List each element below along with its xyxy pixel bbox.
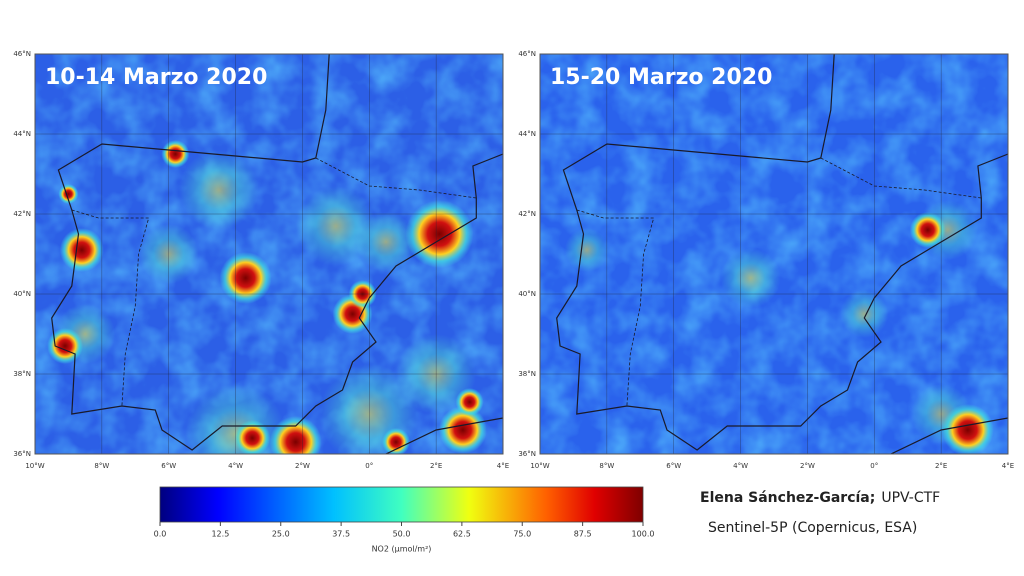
lon-label: 0° xyxy=(365,462,373,470)
panel-title: 10-14 Marzo 2020 xyxy=(45,65,267,90)
map-layer xyxy=(35,54,503,454)
colorbar-tick-label: 25.0 xyxy=(272,530,290,539)
colorbar-tick-label: 0.0 xyxy=(154,530,167,539)
colorbar-tick-label: 62.5 xyxy=(453,530,471,539)
hotspot xyxy=(269,416,322,454)
hotspot xyxy=(58,184,79,204)
border xyxy=(71,209,150,407)
map-panel: 46°N 44°N 42°N 40°N 38°N 36°N 10°W 8°W 6°W 4°W 2°W… xyxy=(13,50,509,470)
hotspot xyxy=(219,252,272,304)
lon-label: 0° xyxy=(870,462,878,470)
lon-label: 2°E xyxy=(430,462,442,470)
lat-label: 40°N xyxy=(13,290,31,298)
source: Sentinel-5P (Copernicus, ESA) xyxy=(708,520,917,536)
lat-label: 38°N xyxy=(518,370,536,378)
colorbar-tick-label: 50.0 xyxy=(393,530,411,539)
lon-label: 8°W xyxy=(599,462,614,470)
colorbar-tick-label: 100.0 xyxy=(632,530,655,539)
moderate-area xyxy=(840,290,889,338)
lat-label: 46°N xyxy=(518,50,536,58)
panel-title: 15-20 Marzo 2020 xyxy=(550,65,772,90)
lat-label: 42°N xyxy=(518,210,536,218)
lon-label: 2°W xyxy=(295,462,310,470)
credit-line: Elena Sánchez-García; UPV-CTF xyxy=(700,490,940,506)
lat-label: 38°N xyxy=(13,370,31,378)
lat-label: 42°N xyxy=(13,210,31,218)
author: Elena Sánchez-García; xyxy=(700,490,875,506)
lon-label: 4°W xyxy=(228,462,243,470)
lon-label: 10°W xyxy=(25,462,44,470)
hotspot xyxy=(59,228,104,272)
map-layer xyxy=(540,54,1008,454)
colorbar xyxy=(159,486,644,523)
lat-label: 36°N xyxy=(518,450,536,458)
lat-label: 40°N xyxy=(518,290,536,298)
coastline xyxy=(51,54,503,451)
colorbar-tick-label: 87.5 xyxy=(574,530,592,539)
border xyxy=(315,157,477,199)
lon-label: 4°E xyxy=(1002,462,1014,470)
hotspot xyxy=(455,388,484,416)
moderate-area xyxy=(564,228,609,272)
map-panel: 46°N 44°N 42°N 40°N 38°N 36°N 10°W 8°W 6°W 4°W 2°W… xyxy=(518,50,1014,470)
lon-label: 6°W xyxy=(161,462,176,470)
hotspot xyxy=(941,404,994,454)
moderate-area xyxy=(178,150,259,230)
coastline xyxy=(889,417,1008,454)
map-frame xyxy=(539,53,1009,455)
map-frame xyxy=(34,53,504,455)
lat-label: 44°N xyxy=(13,130,31,138)
hotspot xyxy=(47,328,84,364)
coastline xyxy=(384,417,503,454)
border xyxy=(576,209,655,407)
colorbar-tick-label: 37.5 xyxy=(332,530,350,539)
affiliation: UPV-CTF xyxy=(881,490,940,506)
colorbar-label: NO2 (µmol/m²) xyxy=(372,545,432,554)
lon-label: 10°W xyxy=(530,462,549,470)
lat-label: 36°N xyxy=(13,450,31,458)
hotspot xyxy=(909,212,946,248)
hotspot xyxy=(161,140,190,168)
lon-label: 8°W xyxy=(94,462,109,470)
hotspot xyxy=(382,428,411,454)
lon-label: 6°W xyxy=(666,462,681,470)
coastline xyxy=(556,54,1008,451)
lon-label: 4°E xyxy=(497,462,509,470)
moderate-area xyxy=(295,186,376,266)
lat-label: 44°N xyxy=(518,130,536,138)
moderate-area xyxy=(356,212,416,272)
colorbar-tick-label: 12.5 xyxy=(211,530,229,539)
lon-label: 2°W xyxy=(800,462,815,470)
border xyxy=(820,157,982,199)
lon-label: 2°E xyxy=(935,462,947,470)
hotspot xyxy=(405,200,474,268)
moderate-area xyxy=(720,248,781,308)
colorbar-tick-label: 75.0 xyxy=(513,530,531,539)
lon-label: 4°W xyxy=(733,462,748,470)
hotspot xyxy=(234,420,271,454)
hotspot xyxy=(438,406,487,454)
lat-label: 46°N xyxy=(13,50,31,58)
